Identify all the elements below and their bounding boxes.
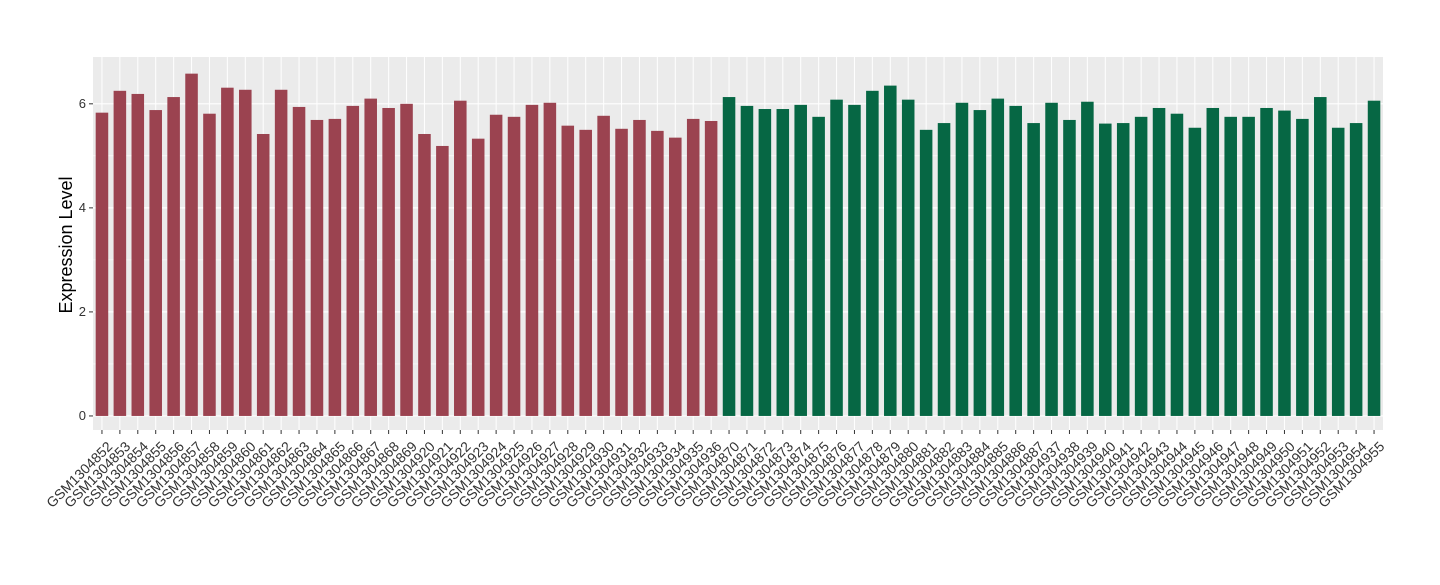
bar bbox=[651, 130, 664, 416]
bar bbox=[543, 102, 557, 416]
bar bbox=[919, 129, 933, 416]
bar bbox=[346, 105, 360, 416]
bar bbox=[149, 110, 162, 416]
bar bbox=[704, 120, 718, 416]
bar bbox=[973, 110, 987, 416]
bar bbox=[525, 104, 539, 416]
bar bbox=[274, 89, 288, 416]
bar bbox=[1278, 110, 1291, 416]
bar bbox=[400, 103, 413, 416]
bar bbox=[884, 85, 897, 416]
bar bbox=[436, 145, 449, 416]
bar bbox=[131, 93, 145, 416]
bar bbox=[1314, 97, 1327, 416]
bar bbox=[185, 73, 198, 416]
plot-background bbox=[93, 57, 1383, 430]
bar bbox=[256, 133, 270, 416]
y-tick-label: 0 bbox=[79, 408, 86, 423]
bar bbox=[1134, 116, 1148, 416]
bar bbox=[1170, 113, 1184, 416]
bar bbox=[1296, 118, 1309, 416]
bar bbox=[507, 116, 521, 416]
bar bbox=[382, 107, 395, 416]
bar bbox=[776, 109, 790, 416]
bar bbox=[1260, 107, 1273, 416]
bar bbox=[812, 116, 825, 416]
y-axis-label: Expression Level bbox=[56, 176, 76, 313]
bar bbox=[1224, 116, 1237, 416]
bar bbox=[1367, 100, 1381, 416]
bar bbox=[1152, 107, 1166, 416]
bar bbox=[937, 123, 951, 416]
bar bbox=[866, 90, 879, 416]
bar bbox=[794, 104, 807, 416]
bar bbox=[722, 97, 736, 416]
bar bbox=[113, 90, 127, 416]
bar bbox=[1116, 123, 1130, 416]
bar bbox=[740, 105, 754, 416]
bar bbox=[830, 99, 843, 416]
bar bbox=[579, 129, 592, 416]
bar bbox=[1027, 123, 1040, 416]
bar bbox=[991, 98, 1005, 416]
bar bbox=[364, 98, 377, 416]
bar bbox=[1099, 123, 1112, 416]
bar bbox=[1331, 127, 1345, 416]
bar bbox=[418, 133, 431, 416]
y-tick-label: 4 bbox=[79, 200, 86, 215]
bar bbox=[1188, 127, 1202, 416]
y-tick-label: 2 bbox=[79, 304, 86, 319]
bar bbox=[615, 128, 628, 416]
bar bbox=[292, 106, 306, 416]
bar bbox=[1009, 105, 1022, 416]
bar bbox=[758, 109, 772, 416]
bar bbox=[328, 118, 342, 416]
bar bbox=[489, 114, 503, 416]
bar bbox=[95, 112, 109, 416]
bar bbox=[167, 97, 180, 416]
bar bbox=[221, 87, 234, 416]
bar bbox=[454, 100, 467, 416]
bar bbox=[239, 89, 252, 416]
bar bbox=[1045, 102, 1058, 416]
bar bbox=[1349, 123, 1363, 416]
bar bbox=[471, 138, 485, 416]
bar bbox=[1063, 119, 1076, 416]
bar bbox=[1081, 101, 1094, 416]
bar bbox=[203, 113, 216, 416]
bar bbox=[955, 102, 969, 416]
bar bbox=[633, 119, 646, 416]
bar bbox=[310, 119, 324, 416]
bar bbox=[686, 118, 700, 416]
bar bbox=[1206, 107, 1220, 416]
y-tick-label: 6 bbox=[79, 96, 86, 111]
bar bbox=[1242, 116, 1255, 416]
bar bbox=[669, 137, 682, 416]
bar bbox=[901, 99, 915, 416]
bar bbox=[848, 104, 861, 416]
bar bbox=[597, 115, 610, 416]
bar bbox=[561, 125, 575, 416]
